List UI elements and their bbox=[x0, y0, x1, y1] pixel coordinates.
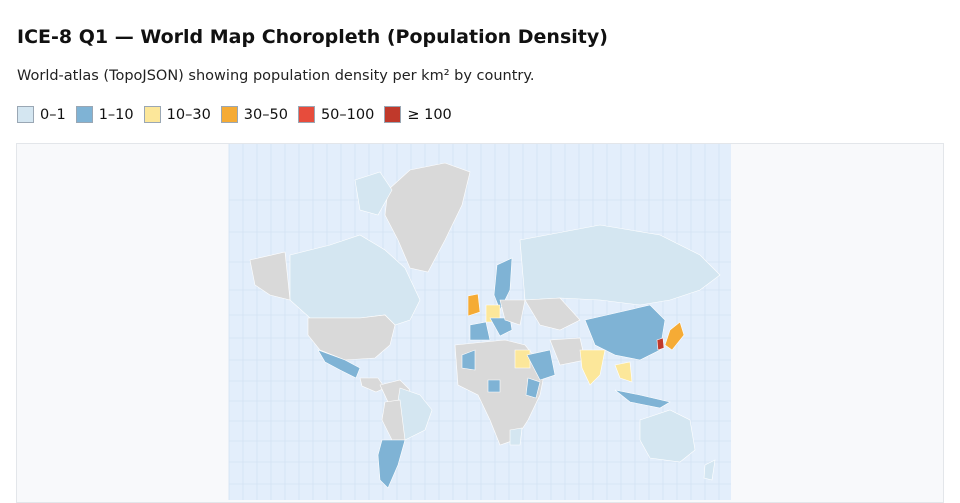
legend-item: ≥ 100 bbox=[384, 106, 452, 123]
country bbox=[664, 321, 685, 351]
country bbox=[584, 304, 666, 361]
country bbox=[525, 377, 541, 399]
legend-item: 10–30 bbox=[143, 106, 211, 123]
legend-item: 30–50 bbox=[220, 106, 288, 123]
country bbox=[384, 162, 471, 273]
country bbox=[639, 409, 696, 463]
country bbox=[317, 349, 361, 379]
country bbox=[579, 349, 606, 386]
country bbox=[499, 299, 526, 326]
country bbox=[354, 171, 393, 216]
subtitle: World-atlas (TopoJSON) showing populatio… bbox=[17, 68, 535, 84]
legend-item: 1–10 bbox=[75, 106, 134, 123]
country bbox=[514, 349, 531, 369]
country bbox=[307, 314, 396, 361]
country bbox=[614, 389, 671, 409]
legend-label: 1–10 bbox=[98, 106, 134, 123]
country bbox=[489, 317, 513, 337]
country bbox=[469, 321, 491, 341]
country bbox=[656, 337, 665, 351]
country bbox=[614, 361, 633, 383]
country bbox=[703, 459, 716, 481]
country bbox=[467, 293, 481, 317]
legend-label: ≥ 100 bbox=[407, 106, 452, 123]
legend-swatch bbox=[384, 106, 402, 123]
countries bbox=[249, 162, 721, 489]
legend-item: 0–1 bbox=[17, 106, 66, 123]
legend-swatch bbox=[75, 106, 93, 123]
legend-item: 50–100 bbox=[297, 106, 375, 123]
country bbox=[524, 297, 581, 331]
country bbox=[487, 379, 501, 393]
legend-swatch bbox=[143, 106, 161, 123]
legend-swatch bbox=[17, 106, 34, 123]
country bbox=[509, 427, 523, 446]
legend-label: 30–50 bbox=[243, 106, 288, 123]
legend-swatch bbox=[297, 106, 315, 123]
legend-label: 50–100 bbox=[320, 106, 375, 123]
country bbox=[526, 349, 556, 381]
legend-label: 10–30 bbox=[166, 106, 211, 123]
country bbox=[377, 439, 406, 489]
legend-label: 0–1 bbox=[40, 106, 66, 123]
title: ICE-8 Q1 — World Map Choropleth (Populat… bbox=[17, 26, 608, 48]
legend-swatch bbox=[220, 106, 238, 123]
country bbox=[461, 349, 476, 371]
legend: 0–1 1–10 10–30 30–50 50–100 ≥ 100 bbox=[17, 106, 462, 123]
country bbox=[359, 377, 386, 393]
country bbox=[249, 251, 291, 301]
